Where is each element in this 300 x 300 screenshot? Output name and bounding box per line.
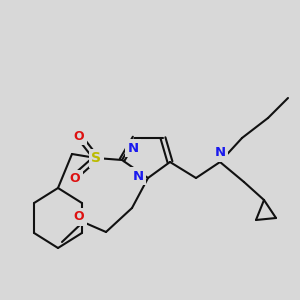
Text: O: O bbox=[74, 211, 84, 224]
Text: N: N bbox=[128, 142, 139, 154]
Text: N: N bbox=[132, 169, 144, 182]
Text: O: O bbox=[74, 130, 84, 142]
Text: S: S bbox=[91, 151, 101, 165]
Text: N: N bbox=[214, 146, 226, 160]
Text: O: O bbox=[70, 172, 80, 185]
